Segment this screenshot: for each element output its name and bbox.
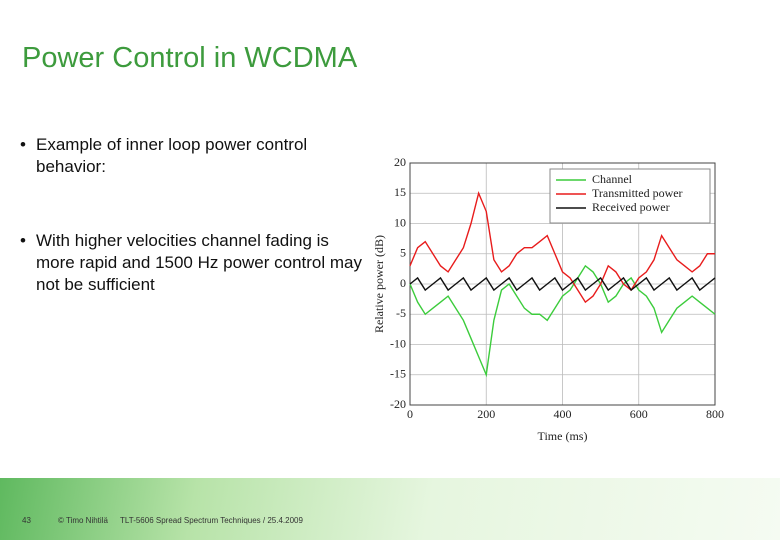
slide-title: Power Control in WCDMA: [22, 42, 358, 74]
y-tick-label: 0: [400, 276, 406, 290]
x-tick-label: 600: [630, 407, 648, 421]
x-tick-label: 400: [554, 407, 572, 421]
series-line: [409, 276, 716, 292]
x-tick-label: 800: [706, 407, 724, 421]
footer-course: TLT-5606 Spread Spectrum Techniques / 25…: [120, 516, 303, 525]
series-line: [409, 264, 716, 378]
y-tick-label: -10: [390, 336, 406, 350]
y-axis-label: Relative power (dB): [372, 235, 386, 333]
y-tick-label: -5: [396, 306, 406, 320]
x-tick-label: 0: [407, 407, 413, 421]
bullet: Example of inner loop power control beha…: [20, 134, 366, 178]
bullet: With higher velocities channel fading is…: [20, 230, 366, 296]
y-tick-label: -20: [390, 397, 406, 411]
legend-box: [549, 168, 711, 224]
footer-author: © Timo Nihtilä: [58, 516, 108, 525]
series-line: [409, 191, 715, 304]
footer-band: [0, 478, 780, 540]
y-tick-label: 5: [400, 246, 406, 260]
legend-label: Channel: [592, 172, 633, 186]
y-tick-label: 15: [394, 185, 406, 199]
y-tick-label: 20: [394, 155, 406, 169]
page-number: 43: [22, 516, 31, 525]
legend-label: Transmitted power: [592, 186, 683, 200]
legend-label: Received power: [592, 200, 670, 214]
x-tick-label: 200: [477, 407, 495, 421]
x-axis-label: Time (ms): [538, 429, 588, 443]
y-tick-label: -15: [390, 367, 406, 381]
y-tick-label: 10: [394, 215, 406, 229]
